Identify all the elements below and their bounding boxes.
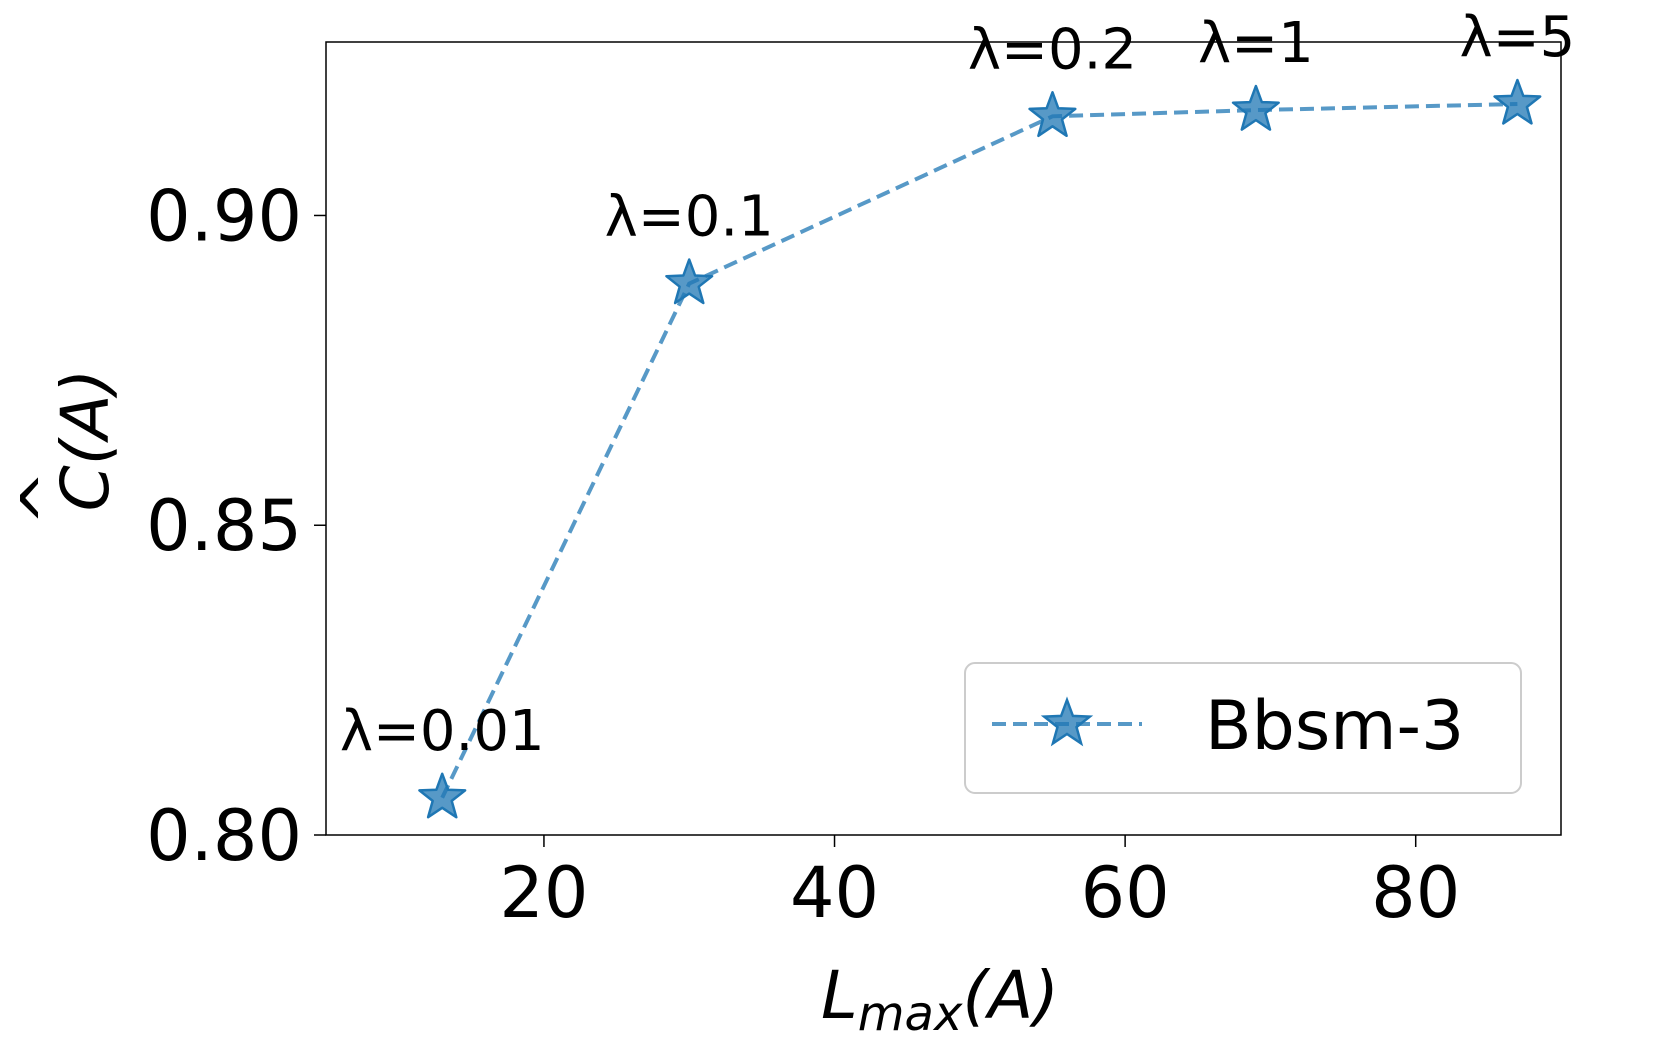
x-tick-label: 80 — [1371, 852, 1460, 934]
annotation-layer: λ=0.01 λ=0.1 λ=0.2 λ=1 λ=5 — [340, 5, 1575, 764]
legend-label: Bbsm-3 — [1205, 687, 1464, 766]
data-point-marker — [1028, 91, 1077, 138]
x-axis-label: Lmax(A) — [821, 957, 1059, 1038]
data-point-marker — [418, 772, 467, 819]
data-point-annotation: λ=1 — [1198, 11, 1314, 76]
y-axis-label-hat: ^ — [7, 470, 84, 525]
x-tick-label: 40 — [790, 852, 879, 934]
x-tick-label: 60 — [1081, 852, 1170, 934]
data-point-annotation: λ=5 — [1460, 5, 1576, 70]
series-layer — [418, 78, 1542, 819]
x-tick-label: 20 — [499, 852, 588, 934]
y-tick-label: 0.85 — [146, 485, 302, 567]
svg-text:C(A): C(A) — [47, 369, 124, 512]
plot-area-border — [325, 41, 1562, 836]
data-point-marker — [665, 258, 714, 305]
data-point-marker — [1231, 84, 1280, 131]
legend-marker — [1040, 696, 1094, 747]
y-tick-label: 0.80 — [146, 795, 302, 877]
y-axis-label: C(A) ^ — [7, 369, 124, 526]
data-point-annotation: λ=0.01 — [340, 699, 545, 764]
data-point-marker — [1493, 78, 1542, 125]
y-tick-label: 0.90 — [146, 175, 302, 257]
data-point-annotation: λ=0.1 — [605, 185, 774, 250]
data-point-annotation: λ=0.2 — [968, 17, 1137, 82]
plot-frame — [325, 41, 1562, 836]
legend: Bbsm-3 — [964, 662, 1522, 794]
legend-box — [964, 662, 1522, 794]
tick-layer: 20 40 60 80 0.80 0.85 0.90 — [146, 175, 1460, 934]
